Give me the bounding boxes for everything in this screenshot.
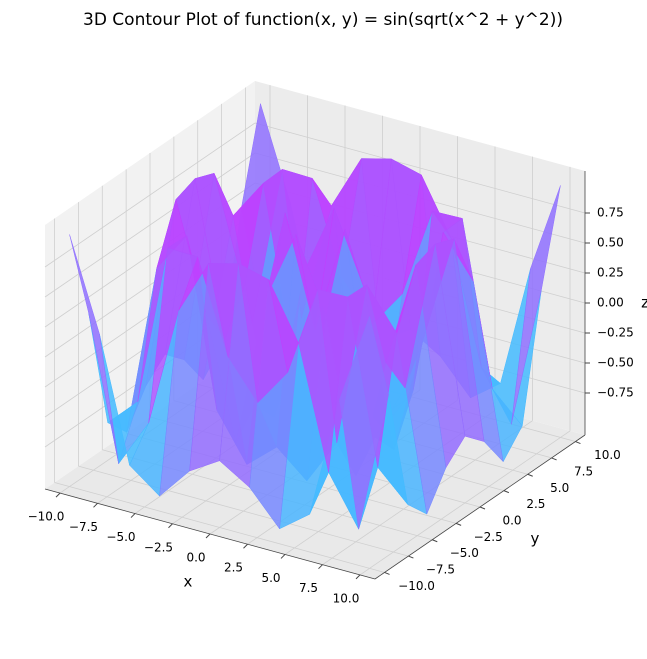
tick-mark xyxy=(318,564,323,570)
y-axis-label: y xyxy=(531,530,540,548)
tick-mark xyxy=(355,574,361,580)
tick-mark xyxy=(384,571,390,575)
x-tick-label: −5.0 xyxy=(106,530,135,544)
y-axis-line xyxy=(374,434,586,580)
y-tick-label: 5.0 xyxy=(550,481,569,495)
y-tick-label: 7.5 xyxy=(574,464,593,478)
tick-mark xyxy=(575,441,581,445)
z-axis-label: z xyxy=(641,294,647,312)
grid-line xyxy=(44,122,256,268)
x-tick-label: 0.0 xyxy=(186,551,205,565)
y-tick-label: 2.5 xyxy=(526,497,545,511)
tick-mark xyxy=(205,533,211,539)
y-tick-label: 0.0 xyxy=(502,514,521,528)
tick-mark xyxy=(551,457,557,461)
y-tick-label: −5.0 xyxy=(450,546,479,560)
y-tick-label: −10.0 xyxy=(398,579,435,593)
x-tick-label: 10.0 xyxy=(333,591,360,605)
x-axis-label: x xyxy=(184,573,193,591)
x-tick-label: 5.0 xyxy=(261,571,280,585)
y-tick-label: 10.0 xyxy=(594,448,621,462)
z-tick-label: −0.50 xyxy=(597,356,634,370)
z-tick-label: 0.00 xyxy=(597,296,624,310)
tick-mark xyxy=(280,554,286,559)
y-tick-label: −7.5 xyxy=(426,563,455,577)
tick-mark xyxy=(527,473,533,477)
z-tick-label: 0.25 xyxy=(597,266,624,280)
tick-mark xyxy=(55,492,61,498)
surface-patch xyxy=(511,185,561,425)
z-tick-label: −0.25 xyxy=(597,326,634,340)
x-tick-label: −2.5 xyxy=(144,540,173,554)
tick-mark xyxy=(455,522,462,526)
grid-line xyxy=(254,122,586,214)
z-tick-label: −0.75 xyxy=(597,386,634,400)
z-tick-label: 0.75 xyxy=(597,206,624,220)
tick-mark xyxy=(130,513,136,518)
x-axis-line xyxy=(44,488,376,580)
surface-patch xyxy=(69,234,119,464)
x-tick-label: 2.5 xyxy=(224,561,243,575)
x-tick-label: −10.0 xyxy=(28,510,65,524)
y-tick-label: −2.5 xyxy=(474,530,503,544)
tick-mark xyxy=(479,506,486,510)
tick-mark xyxy=(168,523,173,529)
grid-line xyxy=(54,482,385,573)
tick-mark xyxy=(243,543,248,549)
tick-mark xyxy=(432,539,438,543)
tick-mark xyxy=(503,490,510,494)
z-tick-label: 0.50 xyxy=(597,236,624,250)
x-tick-label: −7.5 xyxy=(69,520,98,534)
x-tick-label: 7.5 xyxy=(299,581,318,595)
chart-title: 3D Contour Plot of function(x, y) = sin(… xyxy=(83,10,563,30)
tick-mark xyxy=(93,502,98,508)
grid-line xyxy=(78,465,409,557)
tick-mark xyxy=(408,555,414,559)
surface-patch xyxy=(339,315,389,530)
